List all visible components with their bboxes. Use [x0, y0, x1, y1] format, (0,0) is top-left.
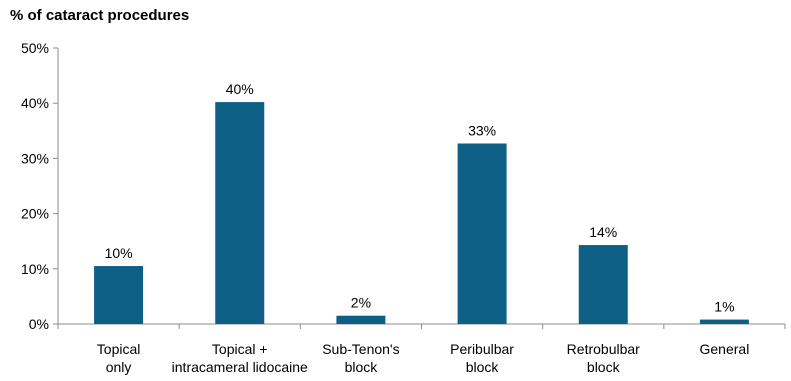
data-label: 40%: [226, 81, 254, 97]
bar: [578, 245, 628, 324]
bar: [457, 143, 507, 324]
bar: [336, 315, 386, 324]
category-label: Retrobulbar block: [567, 341, 640, 375]
category-label: Topical + intracameral lidocaine: [172, 341, 308, 375]
chart-title: % of cataract procedures: [10, 7, 189, 24]
data-label: 10%: [105, 245, 133, 261]
y-tick-label: 40%: [21, 95, 49, 111]
category-labels: Topical only Topical + intracameral lidocai…: [97, 341, 750, 375]
y-tick-label: 0%: [29, 316, 49, 332]
data-labels: 10% 40% 2% 33% 14% 1%: [105, 81, 735, 314]
y-tick-label: 30%: [21, 150, 49, 166]
bar: [94, 266, 144, 324]
data-label: 2%: [351, 295, 371, 311]
bars: [94, 102, 749, 324]
category-label: Peribulbar block: [450, 341, 514, 375]
category-label: Sub-Tenon's block: [322, 341, 399, 375]
category-label: General: [700, 341, 750, 357]
data-label: 1%: [714, 299, 734, 315]
bar: [699, 319, 749, 324]
category-label: Topical only: [97, 341, 141, 375]
data-label: 33%: [468, 122, 496, 138]
y-tick-label: 10%: [21, 261, 49, 277]
y-tick-label: 20%: [21, 206, 49, 222]
data-label: 14%: [589, 224, 617, 240]
y-tick-label: 50%: [21, 40, 49, 56]
bar: [215, 102, 265, 324]
axes: 0% 10% 20% 30% 40% 50%: [21, 40, 786, 332]
